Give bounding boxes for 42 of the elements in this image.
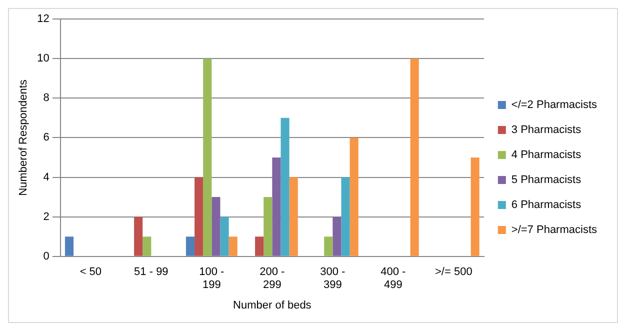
y-tick-label: 12 [37, 13, 50, 26]
x-tick-label: 200 - 299 [260, 266, 286, 292]
legend-label: 5 Pharmacists [511, 174, 582, 186]
bar [142, 236, 152, 256]
y-tick-label: 8 [43, 92, 50, 104]
bar [255, 236, 264, 256]
bar [228, 236, 238, 256]
x-tick-label: >/= 500 [434, 266, 472, 278]
bar [332, 216, 342, 256]
y-tick-label: 6 [43, 132, 50, 144]
bar [264, 197, 272, 256]
y-axis-title: Numberof Respondents [18, 79, 30, 196]
bar [280, 118, 290, 256]
bar [134, 216, 143, 256]
bar [64, 236, 74, 256]
legend-label: >/=7 Pharmacists [511, 224, 598, 236]
legend-label: 6 Pharmacists [511, 199, 582, 212]
y-tick-label: 0 [43, 250, 50, 262]
bar [212, 197, 220, 256]
bar [272, 157, 281, 256]
x-tick-label: 51 - 99 [134, 266, 168, 278]
legend-label: </=2 Pharmacists [511, 99, 598, 112]
x-tick-label: 400 - 499 [380, 266, 406, 292]
bar [220, 216, 229, 256]
bar [289, 177, 298, 256]
x-tick-label: < 50 [80, 266, 102, 278]
bar [470, 157, 480, 256]
y-tick-label: 10 [37, 52, 50, 65]
legend-label: 3 Pharmacists [511, 124, 582, 136]
x-axis-title: Number of beds [233, 299, 312, 312]
bar [203, 58, 212, 256]
bar [324, 236, 333, 256]
legend-label: 4 Pharmacists [511, 149, 582, 162]
x-tick-label: 300 - 399 [320, 266, 346, 292]
y-tick-label: 2 [43, 210, 50, 223]
y-tick-label: 4 [43, 171, 50, 184]
bar [194, 177, 204, 256]
bar [350, 138, 358, 256]
bar [186, 236, 195, 256]
bar [410, 58, 419, 256]
bar [341, 177, 350, 256]
x-tick-label: 100 - 199 [199, 266, 225, 292]
